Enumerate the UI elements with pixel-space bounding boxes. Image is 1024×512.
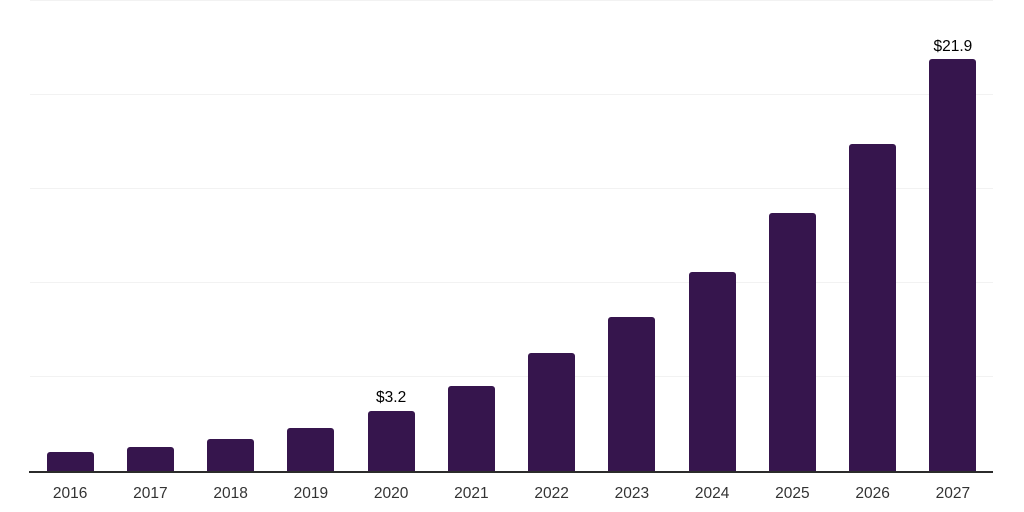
data-label-2020: $3.2 (376, 389, 407, 407)
bar-slot-2022 (512, 1, 592, 471)
gridline (30, 376, 993, 377)
x-tick-2017: 2017 (133, 485, 168, 502)
bar-2024 (688, 271, 736, 471)
bar-slot-2021 (431, 1, 511, 471)
x-tick-2021: 2021 (454, 485, 489, 502)
bar-slot-2016 (30, 1, 110, 471)
gridline (30, 188, 993, 189)
bar-slot-2020: $3.2 (351, 1, 431, 471)
x-tick-2019: 2019 (293, 485, 329, 502)
bar-2021 (447, 386, 495, 471)
bars-row: $3.2 $21.9 (30, 1, 993, 471)
x-tick-2024: 2024 (694, 485, 730, 502)
x-axis-labels: 2016 2017 2018 2019 2020 2021 2022 2023 2024 2025… (30, 484, 993, 504)
plot-area: $3.2 $21.9 (29, 0, 993, 473)
x-tick-2027: 2027 (935, 485, 971, 502)
bar-2020 (367, 410, 415, 471)
gridline (30, 94, 993, 95)
x-tick-2026: 2026 (855, 485, 890, 502)
bar-2016 (46, 452, 94, 471)
bar-slot-2017 (110, 1, 190, 471)
bar-slot-2027: $21.9 (913, 1, 993, 471)
bar-2022 (528, 352, 576, 471)
bar-slot-2026 (833, 1, 913, 471)
bar-slot-2019 (271, 1, 351, 471)
bar-2018 (207, 439, 255, 471)
bar-slot-2023 (592, 1, 672, 471)
x-tick-2018: 2018 (213, 485, 248, 502)
gridline (30, 0, 993, 1)
bar-2023 (608, 316, 656, 471)
x-tick-2023: 2023 (614, 485, 650, 502)
bar-slot-2018 (191, 1, 271, 471)
bar-slot-2024 (672, 1, 752, 471)
gridline (30, 282, 993, 283)
x-tick-2020: 2020 (373, 485, 409, 502)
x-tick-2025: 2025 (775, 485, 810, 502)
bar-2017 (126, 446, 174, 471)
bar-2019 (287, 427, 335, 471)
data-label-2027: $21.9 (933, 37, 973, 55)
bar-2026 (849, 143, 897, 471)
bar-2025 (768, 213, 816, 471)
bar-2027 (929, 59, 977, 471)
x-axis-line (29, 471, 993, 473)
bar-slot-2025 (752, 1, 832, 471)
x-tick-2022: 2022 (534, 485, 569, 502)
x-tick-2016: 2016 (52, 485, 88, 502)
